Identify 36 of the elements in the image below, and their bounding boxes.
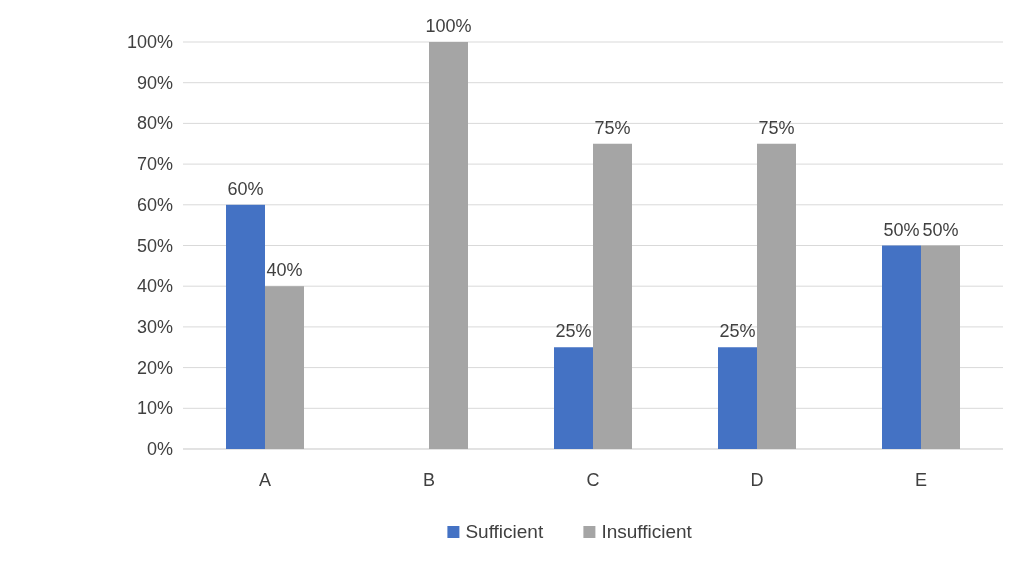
bar [882, 245, 921, 449]
data-label: 75% [594, 117, 631, 138]
bar [554, 347, 593, 449]
y-tick-label: 60% [136, 194, 173, 215]
y-tick-label: 100% [126, 32, 173, 52]
data-label: 50% [883, 219, 920, 240]
y-tick-label: 10% [136, 398, 173, 419]
y-tick-label: 0% [146, 439, 173, 459]
y-tick-label: 70% [136, 154, 173, 175]
data-label: 75% [758, 117, 795, 138]
x-tick-label: C [586, 470, 600, 490]
bar [921, 245, 960, 449]
bar [226, 204, 265, 449]
data-label: 60% [227, 178, 264, 199]
bar [265, 286, 304, 449]
x-tick-label: E [914, 470, 928, 490]
y-tick-label: 50% [136, 235, 173, 256]
x-tick-label: D [750, 470, 764, 490]
legend-label: Sufficient [465, 521, 544, 542]
y-tick-label: 20% [136, 357, 173, 378]
y-tick-label: 80% [136, 113, 173, 134]
data-label: 40% [266, 260, 303, 281]
y-tick-label: 30% [136, 316, 173, 337]
legend-label: Insufficient [601, 521, 693, 542]
bar [718, 347, 757, 449]
data-label: 25% [719, 321, 756, 342]
data-label: 25% [555, 321, 592, 342]
bar [757, 143, 796, 449]
data-label: 100% [425, 16, 472, 36]
x-tick-label: A [258, 470, 272, 490]
bar [429, 42, 468, 449]
data-label: 50% [922, 219, 959, 240]
y-tick-label: 90% [136, 72, 173, 93]
bar [593, 143, 632, 449]
x-tick-label: B [422, 470, 436, 490]
y-tick-label: 40% [136, 276, 173, 297]
